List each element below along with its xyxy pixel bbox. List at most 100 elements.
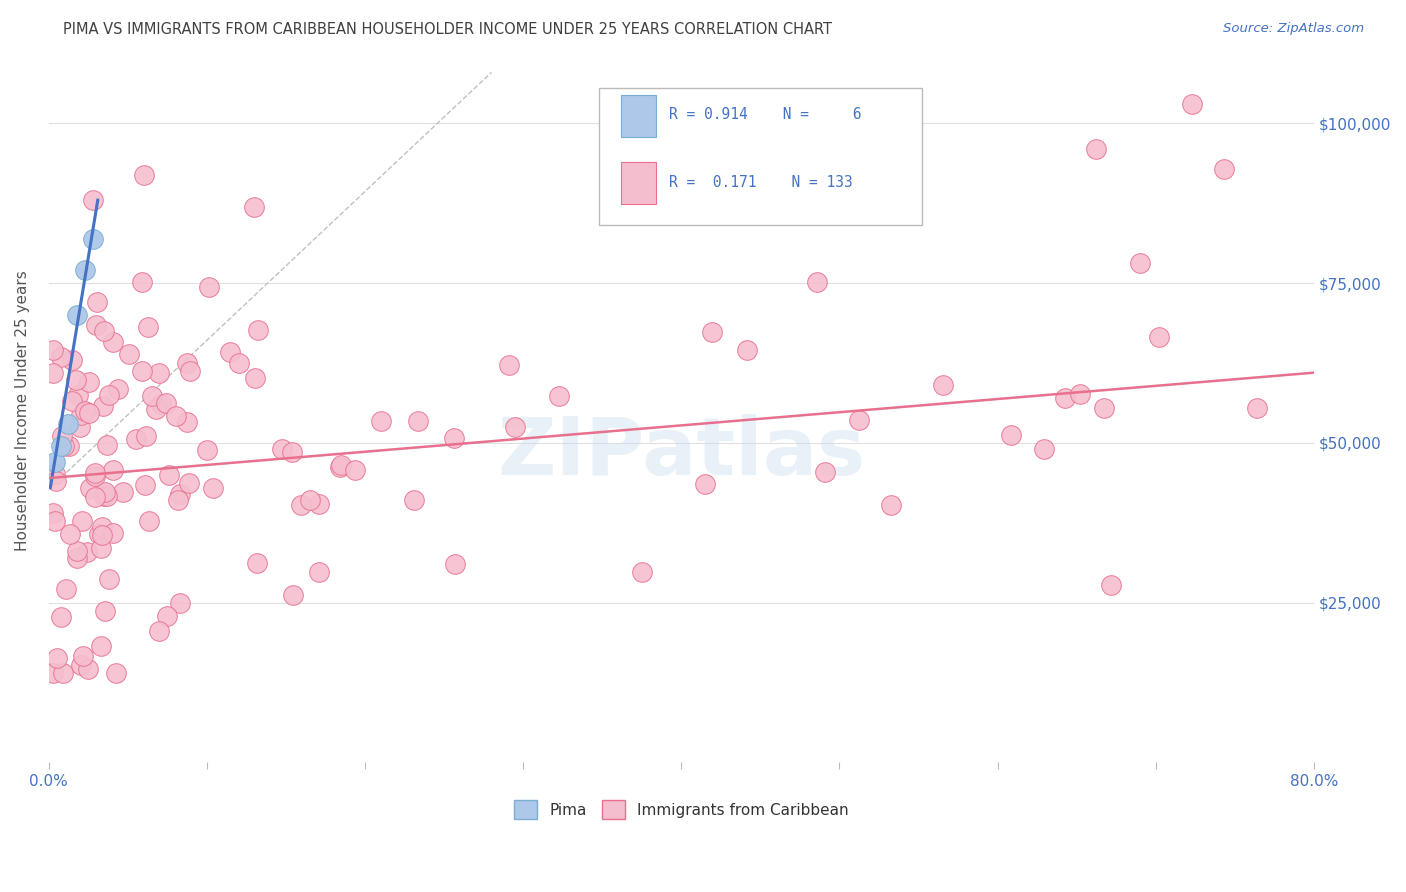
Point bbox=[155, 608, 177, 623]
Point bbox=[693, 476, 716, 491]
Point bbox=[98, 573, 121, 587]
Point bbox=[243, 370, 266, 384]
Point bbox=[70, 657, 93, 672]
Point bbox=[84, 469, 107, 483]
Point bbox=[60, 352, 83, 367]
Point bbox=[55, 582, 77, 597]
Point bbox=[91, 519, 114, 533]
Point bbox=[177, 476, 200, 491]
Point bbox=[198, 280, 221, 294]
Point bbox=[107, 383, 129, 397]
Point bbox=[169, 596, 191, 610]
Point bbox=[872, 193, 894, 207]
Point bbox=[1032, 442, 1054, 456]
Point bbox=[402, 493, 425, 508]
Point bbox=[87, 527, 110, 541]
Point bbox=[117, 347, 139, 361]
Point bbox=[42, 506, 65, 520]
Point bbox=[56, 417, 79, 431]
Point bbox=[931, 378, 953, 392]
Point bbox=[880, 498, 903, 512]
Point bbox=[131, 276, 153, 290]
Point bbox=[165, 409, 187, 424]
Point bbox=[86, 295, 108, 310]
Point bbox=[219, 345, 242, 359]
Point bbox=[443, 431, 465, 445]
Point bbox=[201, 481, 224, 495]
Point bbox=[94, 604, 117, 618]
Point bbox=[1149, 330, 1171, 344]
Point bbox=[69, 420, 91, 434]
Point bbox=[51, 610, 73, 624]
Point bbox=[42, 665, 65, 680]
Point bbox=[42, 343, 65, 358]
Point bbox=[243, 200, 266, 214]
Point bbox=[370, 414, 392, 428]
Point bbox=[77, 662, 100, 676]
Point bbox=[70, 408, 93, 422]
Point bbox=[93, 324, 115, 338]
Point bbox=[90, 639, 112, 653]
Point bbox=[51, 439, 73, 453]
Point bbox=[548, 389, 571, 403]
Point bbox=[737, 343, 759, 357]
Point bbox=[86, 318, 108, 332]
Text: Source: ZipAtlas.com: Source: ZipAtlas.com bbox=[1223, 22, 1364, 36]
Point bbox=[58, 439, 80, 453]
Point bbox=[75, 263, 97, 277]
Point bbox=[111, 484, 134, 499]
Point bbox=[101, 463, 124, 477]
Point bbox=[82, 231, 104, 245]
Point bbox=[132, 168, 155, 182]
Point bbox=[66, 544, 89, 558]
Legend: Pima, Immigrants from Caribbean: Pima, Immigrants from Caribbean bbox=[508, 794, 855, 825]
Point bbox=[700, 326, 723, 340]
Point bbox=[148, 624, 170, 639]
Point bbox=[44, 514, 66, 528]
Point bbox=[66, 551, 89, 566]
Point bbox=[65, 374, 87, 388]
Text: ZIPatlas: ZIPatlas bbox=[498, 414, 865, 492]
Point bbox=[1092, 401, 1115, 415]
Point bbox=[51, 429, 73, 443]
Point bbox=[148, 366, 170, 380]
Point bbox=[498, 358, 520, 372]
Point bbox=[67, 388, 90, 402]
Point bbox=[343, 463, 366, 477]
Point bbox=[141, 389, 163, 403]
Point bbox=[84, 467, 107, 481]
Point bbox=[281, 444, 304, 458]
Point bbox=[76, 544, 98, 558]
Point bbox=[281, 588, 304, 602]
Point bbox=[298, 492, 321, 507]
Point bbox=[806, 276, 828, 290]
Point bbox=[138, 514, 160, 528]
Point bbox=[1069, 386, 1091, 401]
Point bbox=[169, 486, 191, 500]
Point bbox=[45, 474, 67, 488]
Point bbox=[46, 651, 69, 665]
Point bbox=[814, 465, 837, 479]
Point bbox=[82, 193, 104, 207]
Point bbox=[149, 397, 172, 411]
Point bbox=[77, 376, 100, 390]
Point bbox=[66, 308, 89, 322]
Text: R = 0.914    N =     6: R = 0.914 N = 6 bbox=[669, 107, 860, 122]
Point bbox=[1213, 162, 1236, 177]
Point bbox=[630, 565, 652, 579]
Point bbox=[308, 498, 330, 512]
Point bbox=[53, 439, 76, 453]
Point bbox=[52, 665, 75, 680]
Point bbox=[159, 468, 181, 483]
Text: R =  0.171    N = 133: R = 0.171 N = 133 bbox=[669, 175, 852, 190]
Point bbox=[179, 363, 201, 377]
Point bbox=[246, 556, 269, 570]
Point bbox=[1099, 578, 1122, 592]
Text: PIMA VS IMMIGRANTS FROM CARIBBEAN HOUSEHOLDER INCOME UNDER 25 YEARS CORRELATION : PIMA VS IMMIGRANTS FROM CARIBBEAN HOUSEH… bbox=[63, 22, 832, 37]
Point bbox=[505, 420, 527, 434]
Point bbox=[94, 485, 117, 500]
Point bbox=[329, 459, 352, 474]
Bar bbox=[620, 95, 657, 136]
Point bbox=[42, 366, 65, 380]
Bar bbox=[620, 161, 657, 203]
